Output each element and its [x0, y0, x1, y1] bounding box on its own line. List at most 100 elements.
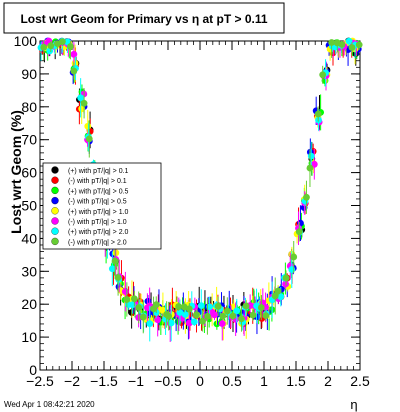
data-point — [67, 43, 74, 50]
y-tick-label: 40 — [21, 230, 37, 246]
data-point — [204, 312, 211, 320]
data-point — [238, 315, 245, 323]
data-point — [277, 293, 285, 301]
title-box: Lost wrt Geom for Primary vs η at pT > 0… — [3, 2, 285, 34]
data-point — [70, 67, 78, 75]
x-tick-label: 1.5 — [286, 373, 306, 389]
data-point — [257, 304, 265, 311]
chart-title: Lost wrt Geom for Primary vs η at pT > 0… — [20, 12, 267, 26]
legend-label: (+) with pT/|q| > 0.5 — [68, 188, 129, 195]
data-point — [355, 41, 363, 49]
y-tick-label: 60 — [21, 165, 37, 181]
y-tick-label: 80 — [21, 99, 37, 115]
data-point — [139, 313, 147, 321]
data-point — [165, 312, 173, 320]
data-point — [167, 319, 175, 327]
data-point — [152, 301, 160, 309]
data-point — [338, 41, 346, 48]
data-point — [185, 305, 193, 313]
legend-label: (+) with pT/|q| > 1.0 — [68, 209, 129, 216]
data-point — [218, 320, 226, 328]
x-tick-label: 1 — [260, 373, 268, 389]
data-point — [108, 265, 116, 273]
data-point — [303, 193, 310, 201]
data-point — [197, 302, 205, 310]
y-tick-label: 10 — [21, 329, 37, 345]
x-tick-label: 2 — [324, 373, 332, 389]
data-point — [80, 99, 88, 107]
legend-marker — [51, 207, 59, 215]
legend-label: (-) with pT/|q| > 1.0 — [68, 219, 127, 226]
data-point — [190, 318, 198, 326]
x-tick-label: −1 — [128, 373, 144, 389]
data-point — [211, 311, 218, 319]
data-points — [37, 37, 363, 342]
data-point — [307, 152, 315, 160]
legend-marker — [51, 227, 59, 235]
legend-marker — [51, 176, 59, 184]
y-tick-label: 100 — [14, 33, 38, 49]
legend-marker — [51, 196, 59, 205]
data-point — [130, 295, 138, 303]
x-tick-label: 0.5 — [222, 373, 242, 389]
data-point — [219, 312, 227, 320]
y-tick-label: 30 — [21, 263, 37, 279]
data-point — [274, 287, 282, 295]
data-point — [345, 37, 353, 45]
data-point — [46, 47, 54, 55]
data-point — [40, 43, 48, 51]
data-point — [181, 311, 189, 318]
data-point — [199, 317, 206, 325]
data-point — [262, 312, 270, 320]
data-point — [319, 71, 327, 79]
data-point — [84, 122, 92, 130]
data-point — [306, 164, 314, 172]
data-point — [271, 292, 279, 300]
data-point — [85, 135, 93, 143]
legend: (+) with pT/|q| > 0.1 (-) with pT/|q| > 0… — [42, 162, 162, 250]
legend-label: (-) with pT/|q| > 0.1 — [68, 178, 127, 185]
data-point — [47, 42, 55, 50]
data-point — [348, 44, 356, 51]
data-point — [229, 312, 237, 320]
data-point — [249, 311, 257, 319]
x-tick-label: −1.5 — [90, 373, 118, 389]
x-tick-label: −0.5 — [154, 373, 182, 389]
legend-label: (+) with pT/|q| > 2.0 — [68, 229, 129, 236]
legend-marker — [51, 166, 59, 174]
data-point — [154, 316, 162, 324]
data-point — [114, 274, 122, 281]
data-point — [146, 320, 154, 328]
y-axis-ticks: 0 10 20 30 40 50 60 70 80 90 100 — [14, 33, 360, 378]
data-point — [214, 302, 222, 310]
legend-label: (-) with pT/|q| > 2.0 — [68, 239, 127, 246]
x-axis-title: η — [350, 397, 357, 412]
legend-marker — [51, 186, 59, 195]
data-point — [175, 303, 183, 310]
y-tick-label: 20 — [21, 296, 37, 312]
data-point — [78, 105, 86, 113]
legend-marker — [51, 237, 59, 246]
data-point — [233, 307, 241, 315]
timestamp: Wed Apr 1 08:42:21 2020 — [4, 400, 95, 409]
data-point — [185, 319, 193, 327]
data-point — [121, 288, 129, 296]
data-point — [58, 38, 66, 46]
x-tick-label: 2.5 — [350, 373, 370, 389]
data-point — [70, 50, 78, 58]
data-point — [328, 39, 336, 46]
legend-label: (+) with pT/|q| > 0.1 — [68, 168, 129, 175]
data-point — [242, 302, 250, 310]
data-point — [314, 110, 322, 118]
x-tick-label: −2.5 — [26, 373, 54, 389]
data-point — [223, 307, 231, 315]
y-axis-title: Lost wrt Geom (%) — [8, 110, 24, 234]
y-tick-label: 90 — [21, 66, 37, 82]
x-tick-label: 0 — [196, 373, 204, 389]
y-tick-label: 50 — [21, 198, 37, 214]
x-axis-ticks: −2.5 −2 −1.5 −1 −0.5 0 0.5 1 1.5 2 2.5 — [26, 41, 370, 389]
x-tick-label: −2 — [64, 373, 80, 389]
data-point — [295, 228, 303, 236]
data-point — [135, 304, 143, 311]
